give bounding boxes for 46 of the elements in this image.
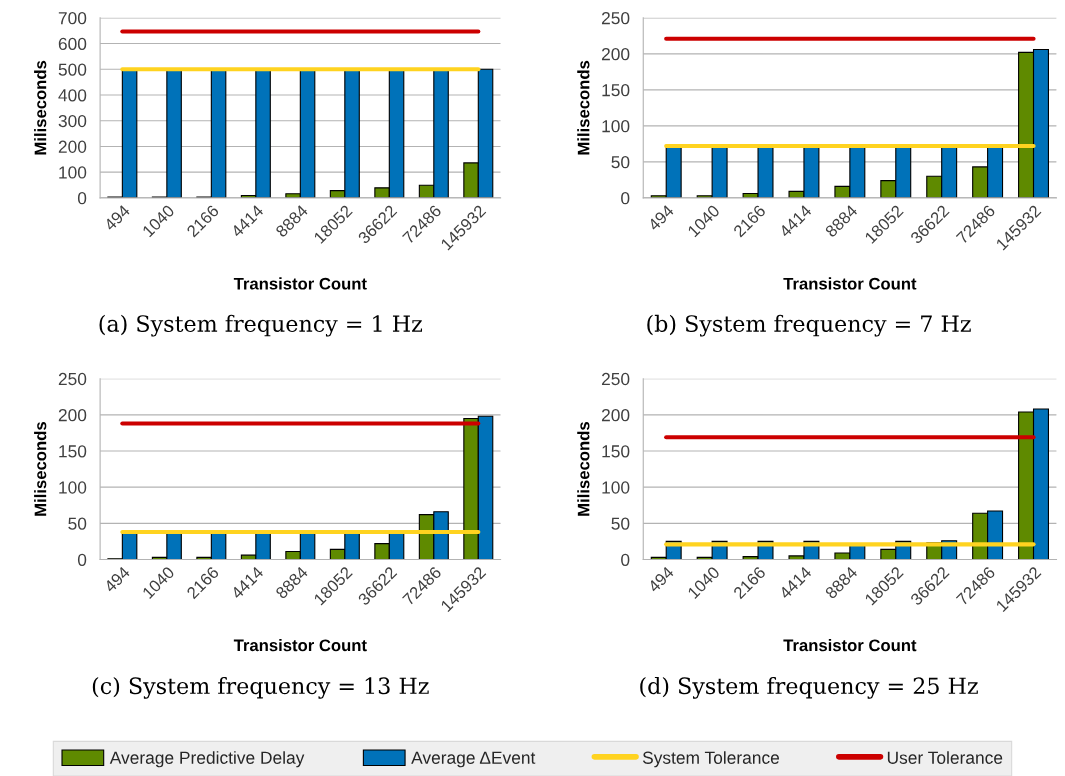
- y-tick-label: 200: [601, 409, 630, 422]
- y-axis-title: Miliseconds: [577, 60, 590, 155]
- x-tick-label: 494: [103, 204, 131, 232]
- y-tick-label: 200: [58, 409, 87, 422]
- text: (c) System frequency = 13 Hz: [92, 676, 429, 699]
- y-tick-label: 150: [602, 445, 630, 458]
- x-axis-title: Transistor Count: [783, 277, 917, 290]
- y-tick-label: 150: [59, 445, 87, 458]
- y-tick-label: 0: [77, 553, 87, 566]
- legend-label: Average Predictive Delay: [109, 751, 305, 768]
- y-tick-label: 250: [58, 372, 87, 386]
- y-tick-label: 100: [602, 120, 630, 133]
- y-tick-label: 0: [621, 192, 630, 205]
- y-tick-label: 200: [58, 140, 87, 153]
- y-tick-label: 150: [602, 84, 630, 97]
- y-axis-title: Miliseconds: [34, 422, 47, 516]
- y-axis-title: Miliseconds: [577, 422, 590, 516]
- y-tick-label: 200: [601, 48, 630, 61]
- y-tick-label: 100: [59, 166, 87, 179]
- x-axis-title: Transistor Count: [783, 638, 917, 652]
- legend-label: System Tolerance: [642, 751, 780, 768]
- x-axis-title: Transistor Count: [233, 277, 367, 290]
- text: (d) System frequency = 25 Hz: [640, 676, 978, 699]
- y-tick-label: 250: [601, 372, 630, 386]
- y-tick-label: 500: [58, 63, 87, 76]
- legend-label: Average ΔEvent: [411, 751, 536, 768]
- text: (b) System frequency = 7 Hz: [647, 314, 971, 337]
- legend-label: User Tolerance: [887, 751, 1003, 764]
- y-tick-label: 0: [77, 192, 87, 205]
- y-tick-label: 300: [58, 114, 87, 128]
- y-tick-label: 600: [58, 37, 87, 51]
- y-tick-label: 700: [58, 12, 87, 25]
- x-tick-label: 494: [647, 565, 675, 594]
- y-tick-label: 0: [621, 553, 630, 566]
- y-tick-label: 100: [59, 481, 87, 494]
- x-axis-title: Transistor Count: [233, 638, 367, 652]
- text: (a) System frequency = 1 Hz: [99, 314, 423, 337]
- y-tick-label: 50: [68, 517, 87, 530]
- y-tick-label: 400: [58, 89, 87, 102]
- y-tick-label: 50: [611, 156, 630, 169]
- y-axis-title: Miliseconds: [34, 60, 47, 155]
- y-tick-label: 100: [602, 481, 630, 494]
- y-tick-label: 50: [611, 517, 630, 530]
- x-tick-label: 494: [647, 204, 675, 232]
- x-tick-label: 494: [103, 565, 131, 594]
- y-tick-label: 250: [601, 12, 630, 25]
